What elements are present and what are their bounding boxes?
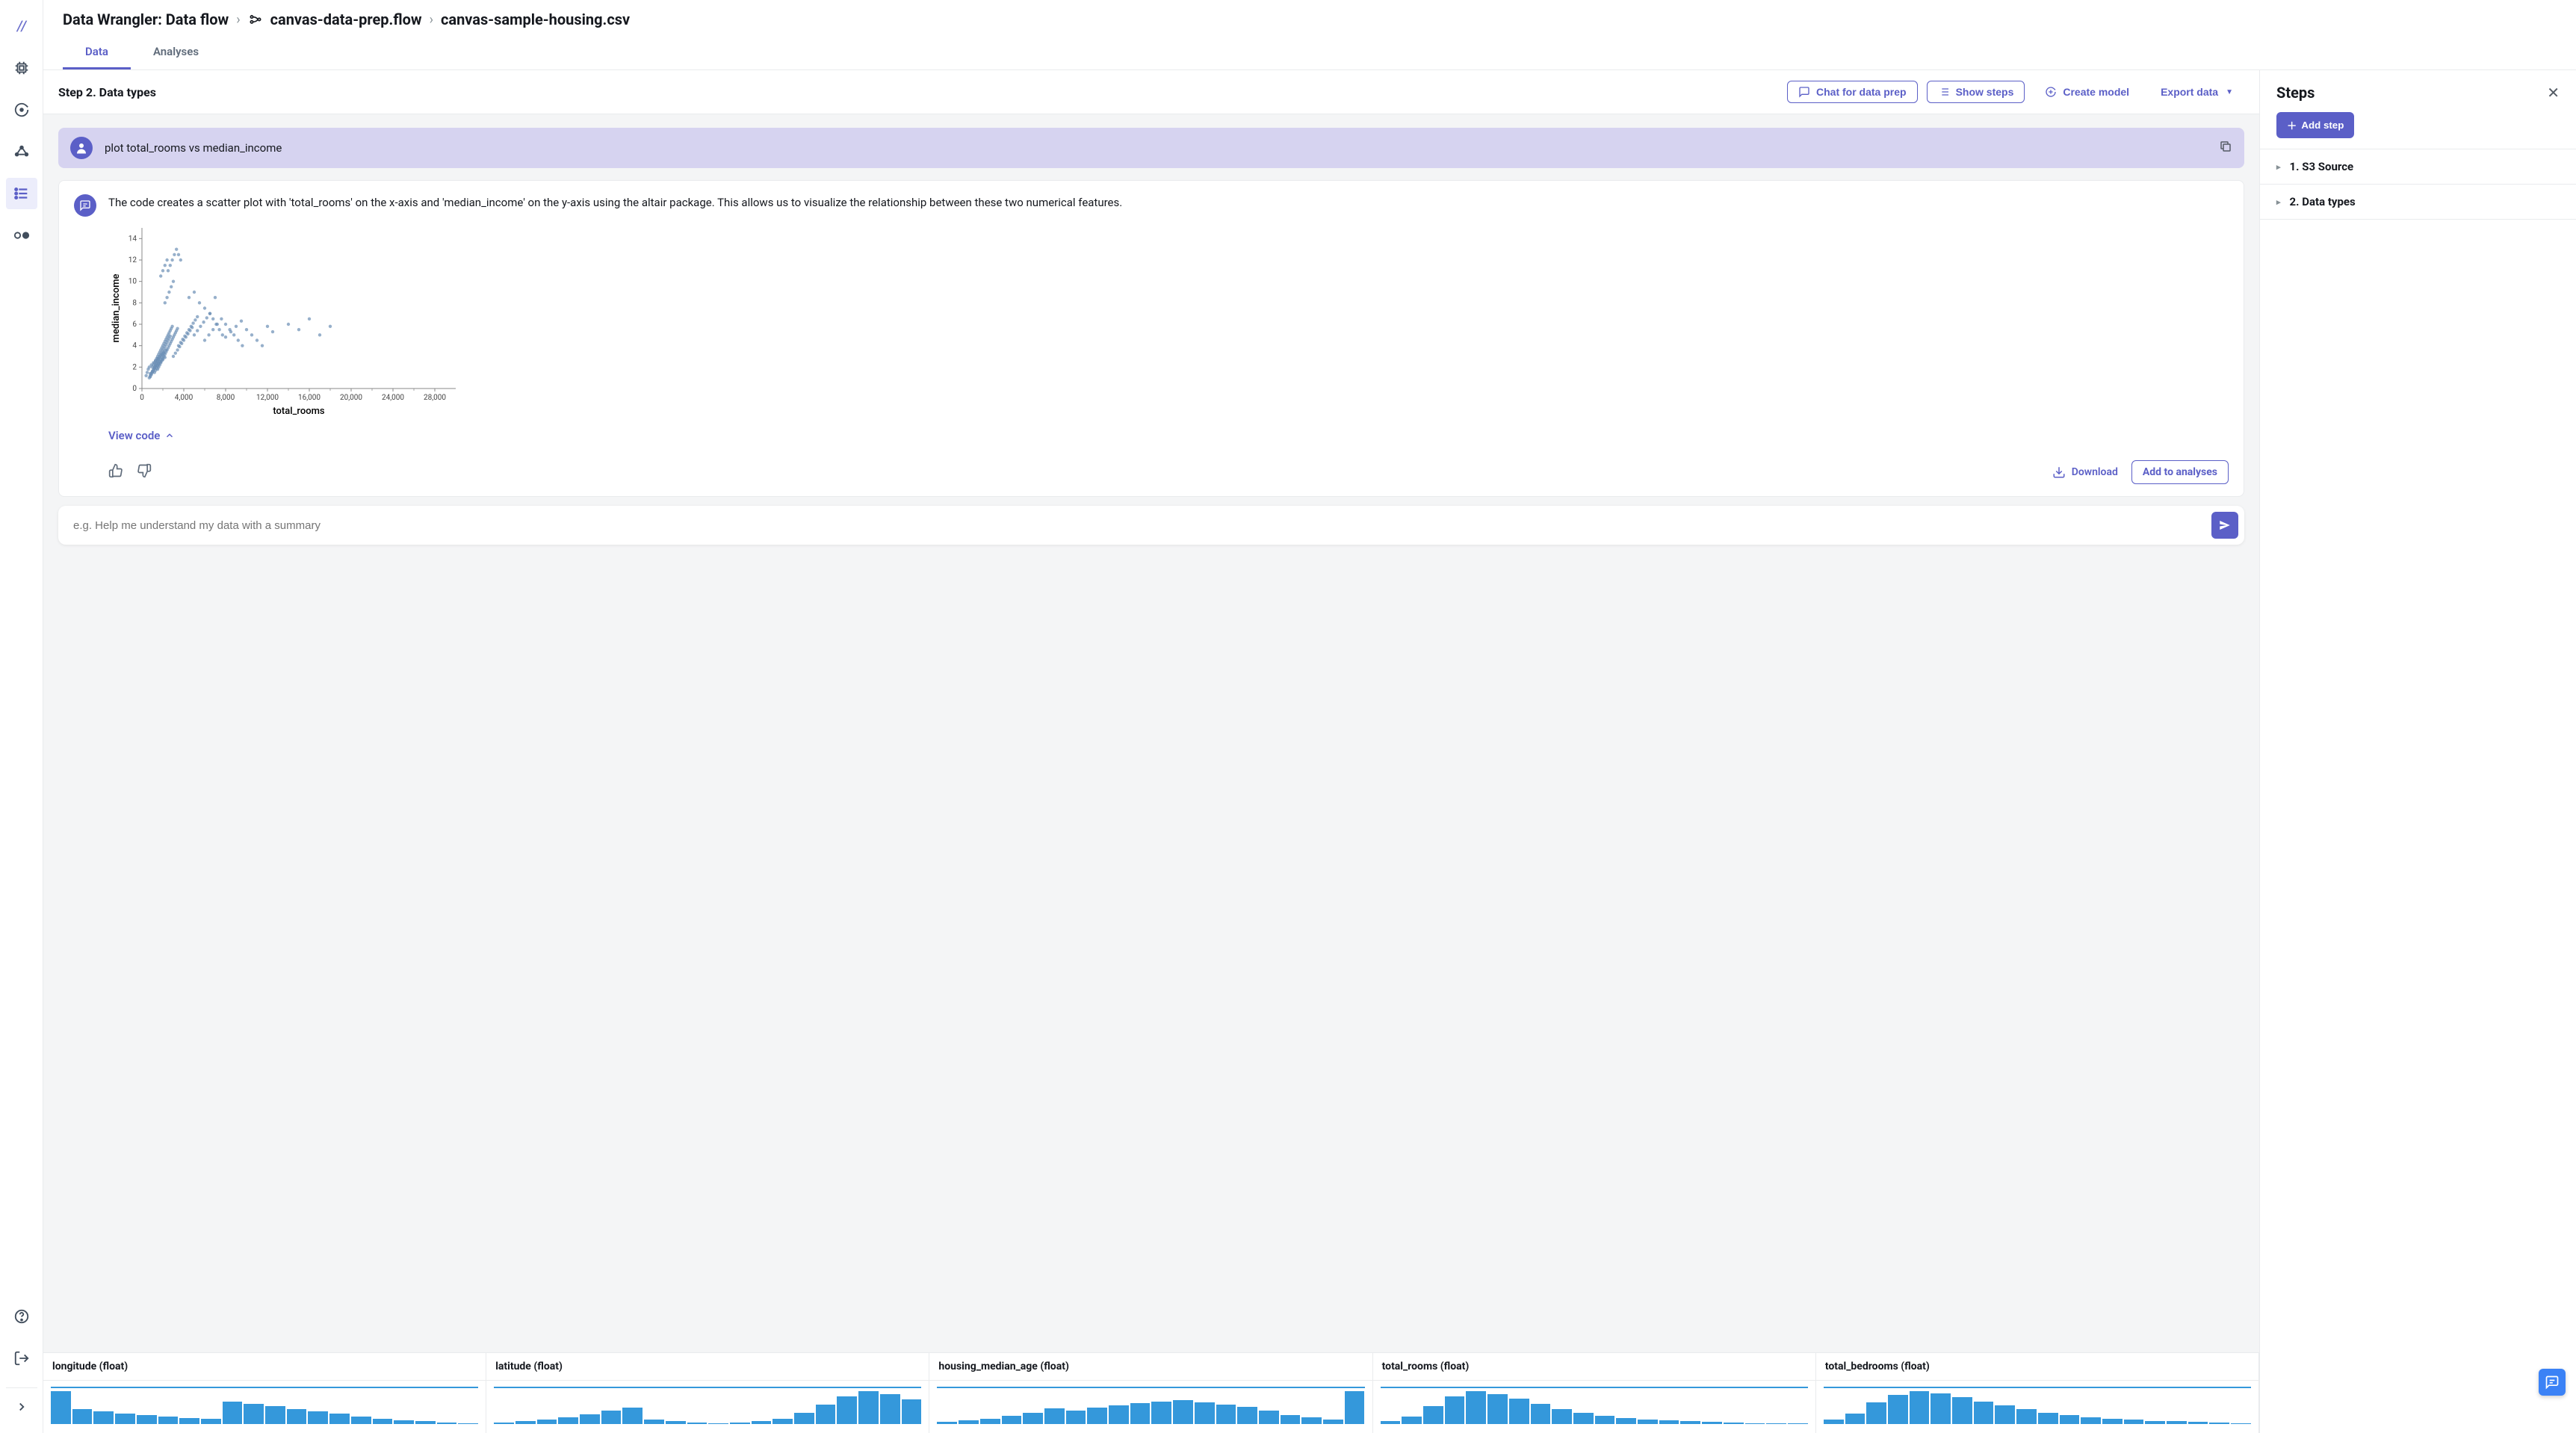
svg-text:12: 12 (129, 256, 137, 264)
table-column[interactable]: latitude (float) (486, 1353, 929, 1433)
cpu-icon[interactable] (6, 52, 37, 84)
assistant-avatar-icon (74, 194, 96, 217)
assistant-message-text: The code creates a scatter plot with 'to… (108, 194, 1122, 217)
steps-title: Steps (2276, 84, 2547, 102)
column-histogram (1373, 1381, 1815, 1433)
scatter-chart: 0 2 4 6 8 10 12 14 0 4,000 8,000 12,000 16,000 20,000… (108, 224, 2229, 421)
add-to-analyses-button[interactable]: Add to analyses (2131, 460, 2229, 484)
svg-text:2: 2 (132, 363, 137, 371)
svg-text:10: 10 (129, 278, 137, 286)
chevron-right-icon: › (236, 12, 240, 28)
chevron-right-icon: › (430, 12, 433, 28)
table-column[interactable]: total_bedrooms (float) (1816, 1353, 2259, 1433)
column-histogram (486, 1381, 929, 1433)
send-button[interactable] (2211, 512, 2238, 539)
tab-analyses[interactable]: Analyses (131, 36, 221, 69)
column-histogram (43, 1381, 486, 1433)
svg-text:14: 14 (129, 235, 137, 243)
column-header: total_bedrooms (float) (1816, 1353, 2258, 1381)
logout-icon[interactable] (6, 1343, 37, 1374)
assistant-message: The code creates a scatter plot with 'to… (58, 180, 2244, 497)
caret-right-icon: ▸ (2276, 197, 2281, 207)
chat-input[interactable] (70, 513, 2211, 538)
svg-text:0: 0 (132, 385, 137, 393)
toggle-icon[interactable] (6, 220, 37, 251)
user-message: plot total_rooms vs median_income (58, 128, 2244, 168)
user-avatar-icon (70, 137, 93, 159)
svg-text:8: 8 (132, 299, 137, 307)
steps-panel: Steps ✕ ＋ Add step ▸1. S3 Source▸2. Data… (2259, 70, 2576, 1433)
svg-text:4: 4 (132, 342, 137, 350)
add-step-button[interactable]: ＋ Add step (2276, 112, 2354, 138)
column-histogram (1816, 1381, 2258, 1433)
svg-text:6: 6 (132, 321, 137, 329)
chat-input-row (58, 506, 2244, 545)
view-code-toggle[interactable]: View code (108, 429, 175, 442)
step-item[interactable]: ▸2. Data types (2260, 184, 2576, 220)
column-header: longitude (float) (43, 1353, 486, 1381)
column-header: latitude (float) (486, 1353, 929, 1381)
plus-icon: ＋ (2287, 118, 2297, 132)
svg-text:24,000: 24,000 (382, 394, 404, 402)
table-column[interactable]: housing_median_age (float) (929, 1353, 1372, 1433)
chat-for-data-prep-button[interactable]: Chat for data prep (1787, 81, 1918, 103)
data-columns: longitude (float) latitude (float) housi… (43, 1352, 2259, 1433)
tabs: Data Analyses (43, 36, 2576, 70)
caret-right-icon: ▸ (2276, 162, 2281, 172)
user-message-text: plot total_rooms vs median_income (105, 141, 2207, 155)
table-column[interactable]: total_rooms (float) (1373, 1353, 1816, 1433)
show-steps-button[interactable]: Show steps (1927, 81, 2025, 103)
svg-text:16,000: 16,000 (298, 394, 321, 402)
toolbar: Step 2. Data types Chat for data prep Sh… (43, 70, 2259, 114)
breadcrumb-file: canvas-sample-housing.csv (441, 10, 630, 28)
svg-text:12,000: 12,000 (256, 394, 279, 402)
step-title: Step 2. Data types (58, 85, 156, 99)
caret-down-icon: ▼ (2226, 88, 2233, 96)
chat-fab-icon[interactable] (2539, 1369, 2566, 1396)
svg-text:8,000: 8,000 (217, 394, 235, 402)
breadcrumb-flow[interactable]: canvas-data-prep.flow (270, 10, 422, 28)
expand-icon[interactable] (6, 1391, 37, 1423)
column-header: housing_median_age (float) (929, 1353, 1372, 1381)
download-button[interactable]: Download (2052, 465, 2118, 479)
list-icon[interactable] (6, 178, 37, 209)
svg-text:4,000: 4,000 (175, 394, 193, 402)
breadcrumb: Data Wrangler: Data flow › canvas-data-p… (43, 0, 2576, 36)
close-icon[interactable]: ✕ (2547, 84, 2560, 102)
left-nav-rail (0, 0, 43, 1433)
flow-icon (248, 12, 263, 27)
column-header: total_rooms (float) (1373, 1353, 1815, 1381)
export-data-button[interactable]: Export data ▼ (2149, 81, 2244, 103)
svg-text:0: 0 (140, 394, 144, 402)
svg-text:28,000: 28,000 (424, 394, 446, 402)
svg-text:total_rooms: total_rooms (273, 406, 325, 417)
thumbs-down-icon[interactable] (137, 463, 152, 481)
tab-data[interactable]: Data (63, 36, 131, 69)
thumbs-up-icon[interactable] (108, 463, 123, 481)
step-item[interactable]: ▸1. S3 Source (2260, 149, 2576, 184)
table-column[interactable]: longitude (float) (43, 1353, 486, 1433)
retrain-icon[interactable] (6, 94, 37, 126)
create-model-button[interactable]: Create model (2034, 81, 2140, 103)
svg-text:median_income: median_income (111, 273, 122, 342)
graph-icon[interactable] (6, 136, 37, 167)
breadcrumb-root[interactable]: Data Wrangler: Data flow (63, 10, 229, 28)
brand-icon[interactable] (6, 10, 37, 42)
copy-icon[interactable] (2219, 140, 2232, 156)
column-histogram (929, 1381, 1372, 1433)
svg-text:20,000: 20,000 (340, 394, 362, 402)
help-icon[interactable] (6, 1301, 37, 1332)
